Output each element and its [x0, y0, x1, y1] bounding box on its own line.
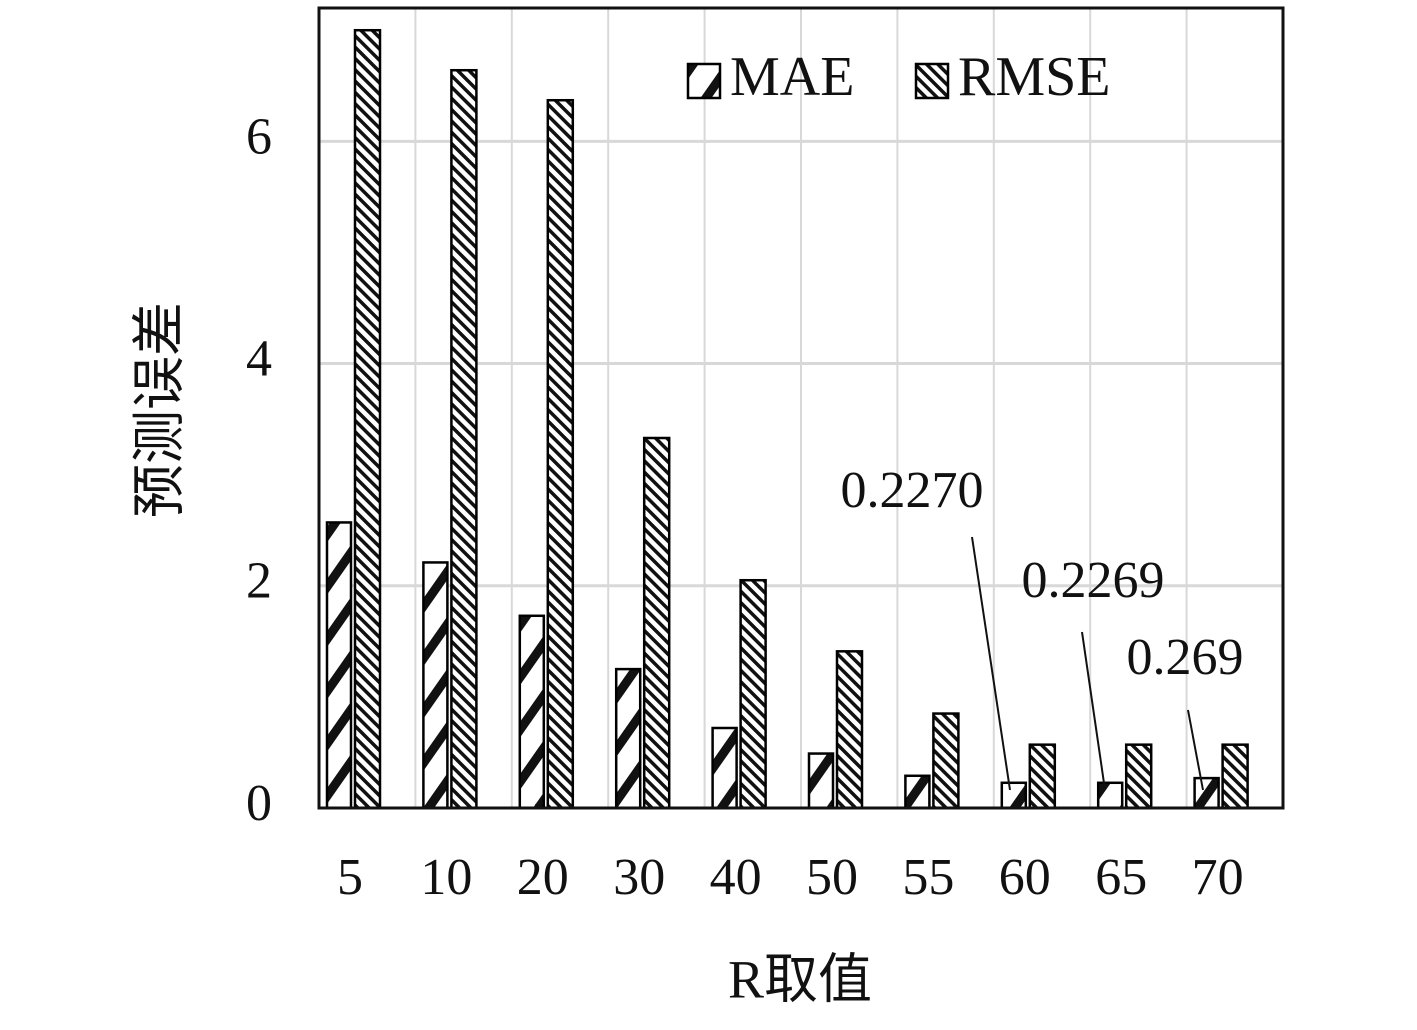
y-axis-title: 预测误差 — [129, 302, 189, 518]
bar — [518, 614, 546, 810]
annotation-leader — [1187, 709, 1204, 791]
bar — [642, 436, 671, 810]
legend-swatch — [914, 62, 950, 100]
y-tick-label: 4 — [246, 330, 272, 387]
bar — [546, 98, 575, 810]
bar — [1193, 776, 1220, 810]
legend-swatch — [686, 62, 722, 100]
x-tick-label: 65 — [1095, 849, 1147, 906]
x-tick-label: 70 — [1192, 849, 1244, 906]
bar — [904, 774, 931, 810]
bar — [1124, 743, 1153, 810]
x-tick-label: 30 — [613, 849, 665, 906]
plot-frame — [317, 6, 1285, 810]
bar — [932, 712, 960, 810]
bar — [614, 667, 642, 810]
x-tick-label: 20 — [517, 849, 569, 906]
value-label: 0.2270 — [841, 462, 984, 519]
x-tick-label: 40 — [710, 849, 762, 906]
bar — [1000, 781, 1028, 810]
bar — [1096, 781, 1124, 810]
legend-label: RMSE — [958, 46, 1111, 108]
value-label: 0.2269 — [1022, 552, 1165, 609]
bar — [807, 752, 835, 810]
value-label: 0.269 — [1127, 629, 1244, 686]
x-tick-label: 10 — [420, 849, 472, 906]
x-tick-label: 55 — [902, 849, 954, 906]
y-tick-label: 2 — [246, 553, 272, 610]
bar — [739, 578, 767, 810]
bar — [450, 68, 478, 810]
bar — [835, 650, 864, 810]
x-tick-label: 50 — [806, 849, 858, 906]
y-tick-label: 6 — [246, 108, 272, 165]
bar — [353, 28, 382, 810]
x-axis-title: R取值 — [728, 949, 872, 1009]
bar — [1221, 743, 1249, 810]
annotation-leader — [971, 536, 1011, 791]
bar — [422, 561, 449, 810]
bar — [1028, 743, 1057, 810]
bar — [325, 521, 353, 810]
annotation-leader — [1081, 631, 1106, 791]
x-tick-label: 60 — [999, 849, 1051, 906]
x-tick-label: 5 — [337, 849, 363, 906]
bar — [711, 726, 738, 810]
y-tick-label: 0 — [246, 775, 272, 832]
legend-label: MAE — [730, 46, 854, 108]
